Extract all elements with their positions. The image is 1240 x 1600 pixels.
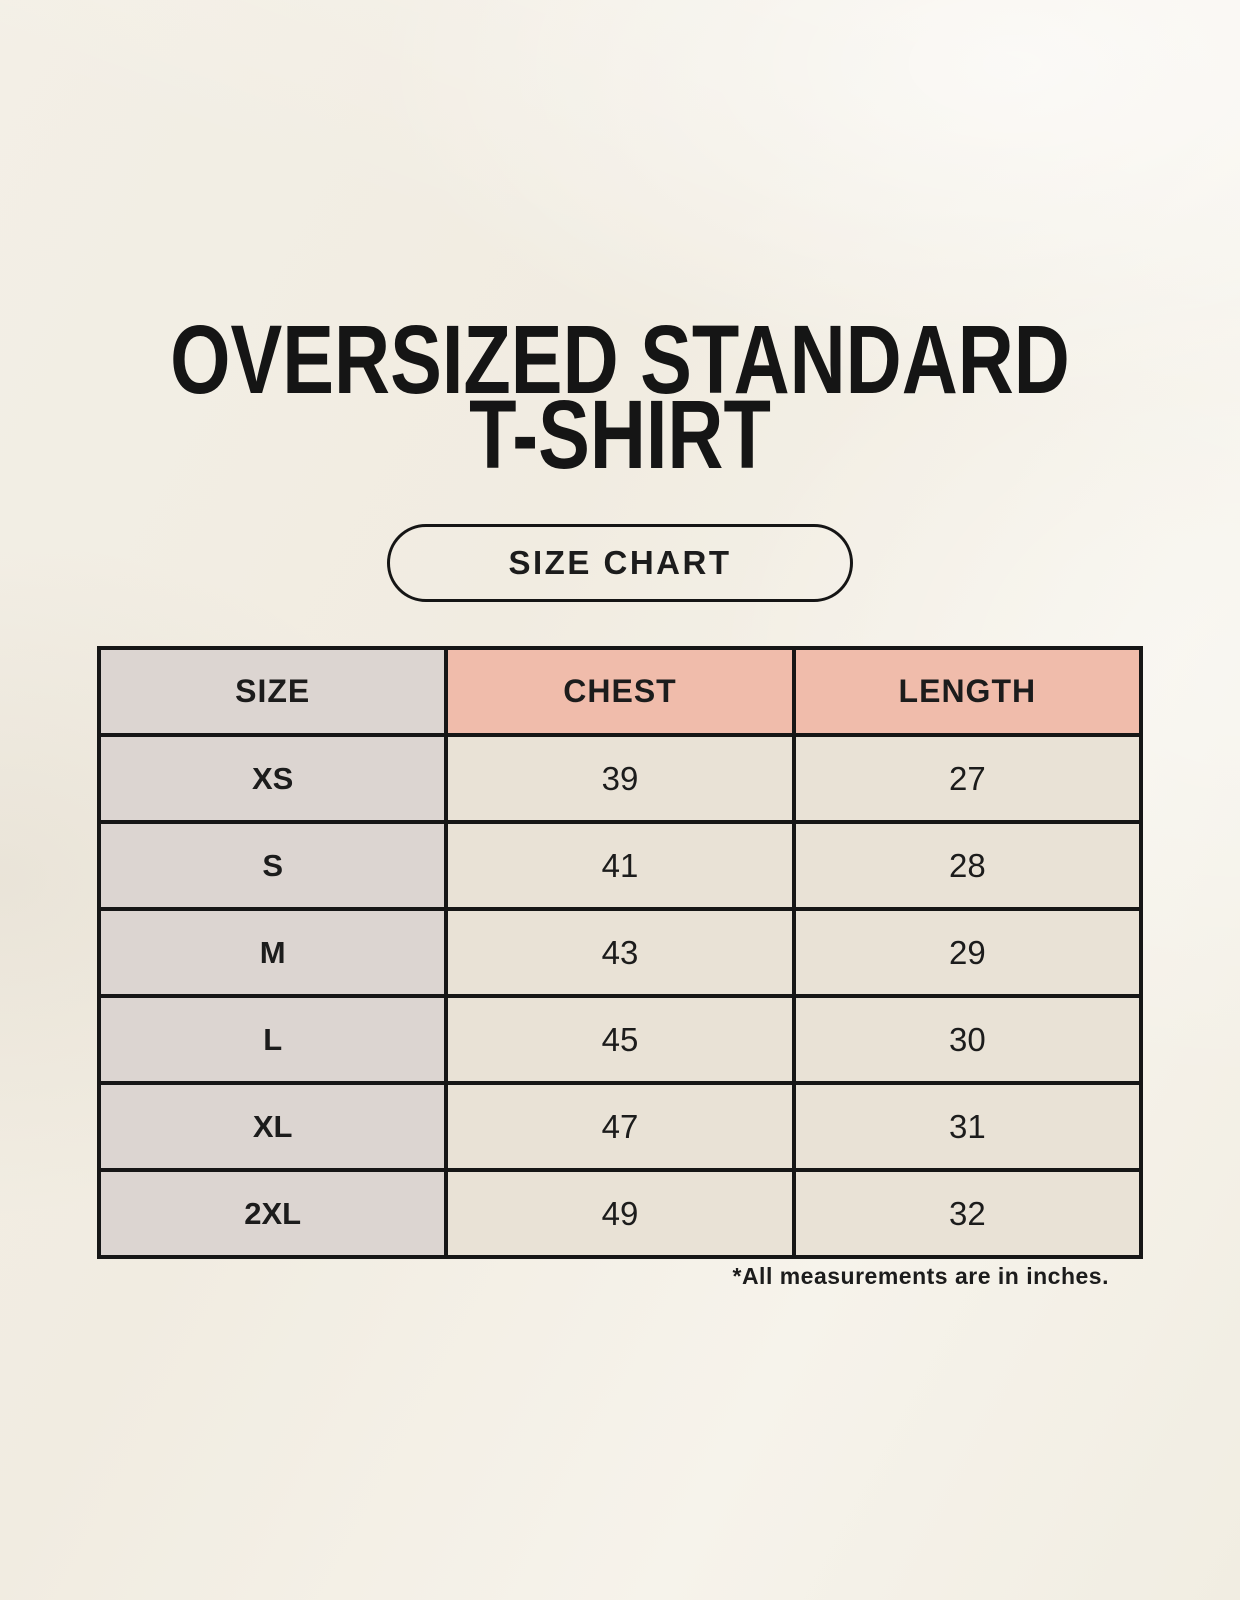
page-title-line-1: OVERSIZED STANDARD bbox=[170, 305, 1070, 414]
length-value: 32 bbox=[791, 1168, 1144, 1259]
column-header-size: SIZE bbox=[96, 646, 449, 737]
size-table-header: SIZE CHEST LENGTH bbox=[96, 646, 1144, 737]
size-label: XS bbox=[96, 733, 449, 824]
length-value: 27 bbox=[791, 733, 1144, 824]
size-label: XL bbox=[96, 1081, 449, 1172]
size-chart-badge: SIZE CHART bbox=[387, 524, 853, 602]
chest-value: 43 bbox=[444, 907, 796, 998]
column-header-chest: CHEST bbox=[444, 646, 796, 737]
size-table-body: XS 39 27 S 41 28 M 43 29 L 45 30 XL 47 bbox=[96, 733, 1144, 1259]
header-row: SIZE CHEST LENGTH bbox=[96, 646, 1144, 737]
measurements-footnote: *All measurements are in inches. bbox=[732, 1263, 1109, 1289]
chest-value: 47 bbox=[444, 1081, 796, 1172]
length-value: 28 bbox=[791, 820, 1144, 911]
size-label: L bbox=[96, 994, 449, 1085]
length-value: 31 bbox=[791, 1081, 1144, 1172]
page-title-line-2: T-SHIRT bbox=[469, 380, 771, 489]
size-label: 2XL bbox=[96, 1168, 449, 1259]
length-value: 30 bbox=[791, 994, 1144, 1085]
size-chart-badge-label: SIZE CHART bbox=[508, 544, 732, 581]
size-label: M bbox=[96, 907, 449, 998]
chest-value: 45 bbox=[444, 994, 796, 1085]
table-row-l: L 45 30 bbox=[96, 994, 1144, 1085]
chest-value: 49 bbox=[444, 1168, 796, 1259]
table-row-s: S 41 28 bbox=[96, 820, 1144, 911]
size-table: SIZE CHEST LENGTH XS 39 27 S 41 28 M 43 … bbox=[96, 646, 1144, 1259]
table-row-xs: XS 39 27 bbox=[96, 733, 1144, 824]
table-row-xl: XL 47 31 bbox=[96, 1081, 1144, 1172]
chest-value: 41 bbox=[444, 820, 796, 911]
chest-value: 39 bbox=[444, 733, 796, 824]
length-value: 29 bbox=[791, 907, 1144, 998]
table-row-2xl: 2XL 49 32 bbox=[96, 1168, 1144, 1259]
size-label: S bbox=[96, 820, 449, 911]
table-row-m: M 43 29 bbox=[96, 907, 1144, 998]
column-header-length: LENGTH bbox=[791, 646, 1144, 737]
page-title: OVERSIZED STANDARD T-SHIRT bbox=[124, 305, 1116, 489]
